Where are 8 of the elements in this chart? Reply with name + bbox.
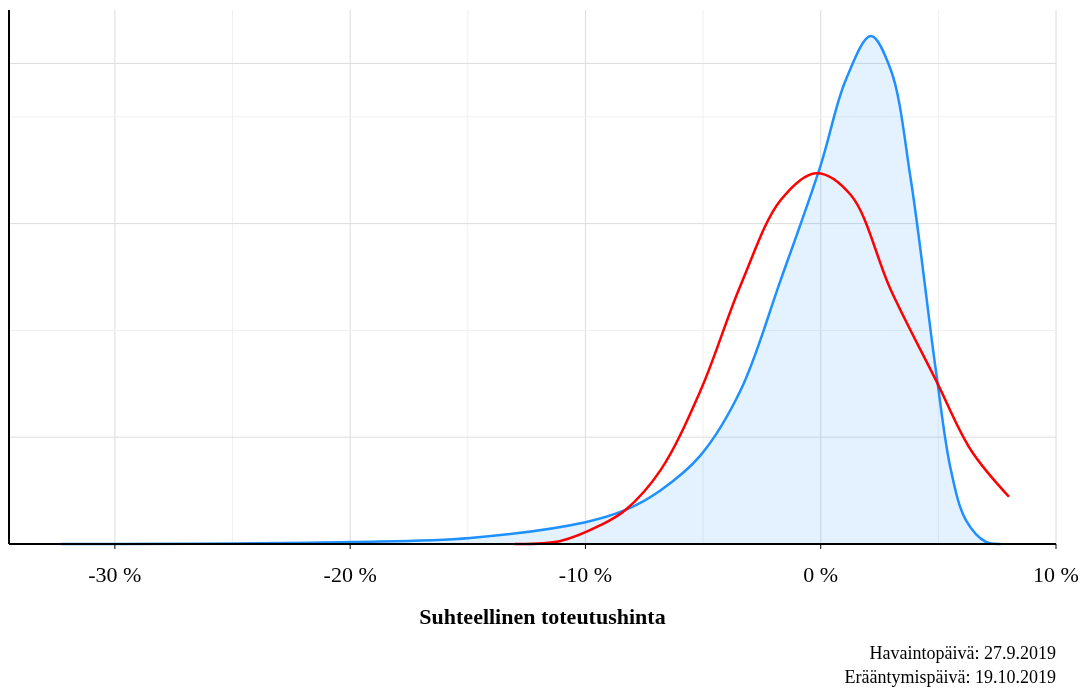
text: Havaintopäivä: 27.9.2019 — [869, 643, 1056, 663]
x-tick-label: 0 % — [803, 562, 839, 587]
x-tick-label: -20 % — [323, 562, 377, 587]
x-axis-title: Suhteellinen toteutushinta — [419, 604, 666, 629]
x-tick-label: -30 % — [88, 562, 142, 587]
x-tick-label: 10 % — [1033, 562, 1079, 587]
text: Erääntymispäivä: 19.10.2019 — [844, 667, 1056, 687]
x-tick-label: -10 % — [558, 562, 613, 587]
